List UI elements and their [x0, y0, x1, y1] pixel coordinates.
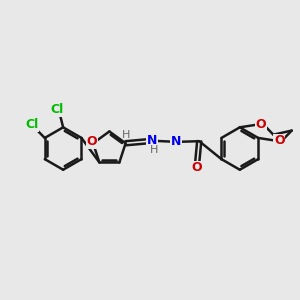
Text: H: H	[149, 145, 158, 155]
Text: Cl: Cl	[51, 103, 64, 116]
Text: N: N	[171, 135, 181, 148]
Text: H: H	[122, 130, 130, 140]
Text: N: N	[147, 134, 157, 147]
Text: O: O	[192, 161, 202, 174]
Text: Cl: Cl	[25, 118, 38, 131]
Text: O: O	[274, 134, 285, 147]
Text: O: O	[86, 135, 97, 148]
Text: O: O	[256, 118, 266, 131]
